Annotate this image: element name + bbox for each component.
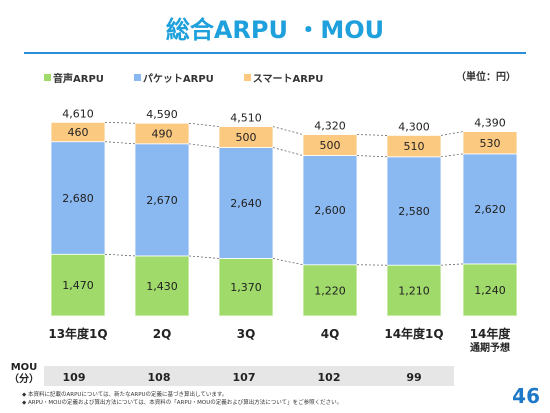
mou-label-line1: MOU xyxy=(10,362,38,373)
connector-line xyxy=(272,126,304,135)
mou-label: MOU （分） xyxy=(8,362,40,386)
bar-segment-voice xyxy=(50,253,106,317)
category-label: 13年度1Q xyxy=(48,326,107,341)
data-label-voice: 1,210 xyxy=(398,285,430,298)
bar-segment-smart xyxy=(134,122,190,145)
data-label-voice: 1,220 xyxy=(314,284,346,297)
legend-item-smart: スマートARPU xyxy=(243,70,324,85)
bar-segment-packet xyxy=(386,156,442,266)
legend-label-packet: パケットARPU xyxy=(142,74,214,85)
connector-line xyxy=(104,122,136,124)
footnotes: ◆ 本資料に記載のARPUについては、新たなARPUの定義に基づき算出しています… xyxy=(22,391,342,407)
page-number: 46 xyxy=(512,384,540,408)
connector-line xyxy=(440,131,464,136)
bar-segment-voice xyxy=(218,258,274,317)
chart-legend: 音声ARPU パケットARPU スマートARPU xyxy=(44,70,323,85)
connector-line xyxy=(440,263,464,266)
connector-line xyxy=(104,141,136,145)
mou-value: 102 xyxy=(317,371,341,384)
mou-label-line2: （分） xyxy=(9,374,39,385)
category-label: 4Q xyxy=(321,327,340,341)
category-label: 通期予想 xyxy=(470,341,510,354)
unit-label: （単位：円） xyxy=(456,72,516,83)
footnote: ◆ ARPU・MOUの定義および算出方法については、本資料の「ARPU・MOUの… xyxy=(22,400,343,406)
category-label: 2Q xyxy=(153,327,172,341)
bar-segment-voice xyxy=(462,263,518,317)
bar-segment-smart xyxy=(462,131,518,155)
bar-segment-packet xyxy=(462,153,518,265)
data-label-voice: 1,370 xyxy=(230,281,262,294)
category-label: 14年度1Q xyxy=(384,326,443,341)
data-label-voice: 1,470 xyxy=(62,279,94,292)
bar-segment-smart xyxy=(386,134,442,158)
mou-row: MOU （分） 109 108 107 102 99 xyxy=(8,362,454,386)
mou-value: 99 xyxy=(406,371,422,384)
mou-value: 109 xyxy=(62,371,86,384)
connector-line xyxy=(188,143,220,148)
data-label-smart: 510 xyxy=(404,140,425,153)
total-label: 4,390 xyxy=(474,117,506,130)
footnote: ◆ 本資料に記載のARPUについては、新たなARPUの定義に基づき算出しています… xyxy=(22,392,228,398)
connector-line xyxy=(440,153,464,158)
legend-swatch-smart xyxy=(243,74,251,81)
mou-value: 107 xyxy=(232,371,256,384)
data-label-packet: 2,640 xyxy=(230,197,262,210)
connector-line xyxy=(356,155,388,158)
page-title: 総合ARPU ・MOU xyxy=(165,16,385,44)
stacked-bar-chart: 1,470 2,680 460 4,610 13年度1Q 1,430 2,670 490 4,5… xyxy=(48,107,518,354)
bar-segment-voice xyxy=(302,264,358,317)
data-label-packet: 2,620 xyxy=(474,203,506,216)
legend-item-voice: 音声ARPU xyxy=(44,70,104,85)
data-label-smart: 490 xyxy=(152,128,173,141)
data-label-voice: 1,430 xyxy=(146,280,178,293)
connector-line xyxy=(188,122,220,127)
bar-segment-packet xyxy=(218,147,274,259)
bar-segment-packet xyxy=(302,155,358,266)
data-label-packet: 2,600 xyxy=(314,204,346,217)
total-label: 4,510 xyxy=(230,112,262,125)
data-label-smart: 530 xyxy=(480,137,501,150)
data-label-smart: 460 xyxy=(68,126,89,139)
category-label: 14年度 xyxy=(470,326,512,341)
bar-segment-voice xyxy=(134,255,190,317)
legend-label-smart: スマートARPU xyxy=(252,74,324,85)
connector-line xyxy=(272,147,304,156)
data-label-packet: 2,670 xyxy=(146,194,178,207)
connector-line xyxy=(104,253,136,257)
total-label: 4,320 xyxy=(314,120,346,133)
legend-swatch-packet xyxy=(133,74,141,81)
bar-segment-smart xyxy=(302,134,358,156)
total-label: 4,300 xyxy=(398,120,430,133)
connector-line xyxy=(272,258,304,266)
bar-segment-smart xyxy=(218,126,274,148)
data-label-packet: 2,580 xyxy=(398,205,430,218)
data-label-smart: 500 xyxy=(320,139,341,152)
mou-value: 108 xyxy=(147,371,171,384)
legend-item-packet: パケットARPU xyxy=(133,70,214,85)
connector-line xyxy=(188,255,220,259)
legend-swatch-voice xyxy=(44,74,51,81)
total-label: 4,610 xyxy=(62,107,94,120)
mou-band xyxy=(44,366,454,386)
bar-segment-packet xyxy=(134,143,190,257)
data-label-voice: 1,240 xyxy=(474,284,506,297)
bar-segment-smart xyxy=(50,121,106,143)
connector-line xyxy=(356,134,388,136)
legend-label-voice: 音声ARPU xyxy=(53,74,104,85)
category-label: 3Q xyxy=(237,327,256,341)
data-label-smart: 500 xyxy=(236,131,257,144)
title-underline xyxy=(24,52,526,54)
data-label-packet: 2,680 xyxy=(62,192,94,205)
total-label: 4,590 xyxy=(146,108,178,121)
